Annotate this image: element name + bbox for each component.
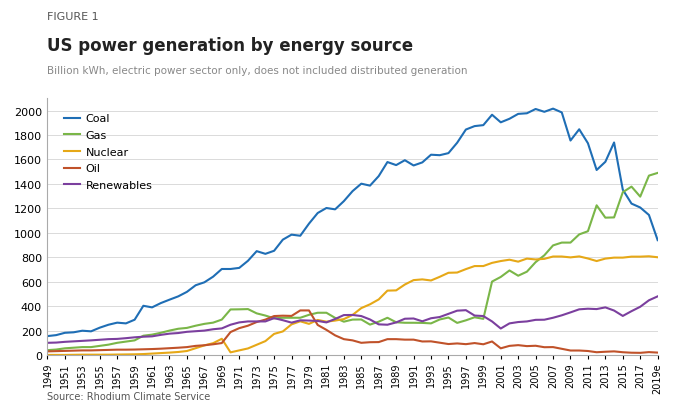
- Oil: [348, 338, 357, 343]
- Oil: [296, 308, 304, 313]
- Gas: [218, 317, 226, 322]
- Text: Billion kWh, electric power sector only, does not included distributed generatio: Billion kWh, electric power sector only,…: [47, 66, 468, 76]
- Oil: [627, 350, 635, 355]
- Line: Renewables: Renewables: [47, 297, 658, 343]
- Coal: [410, 164, 418, 169]
- Coal: [218, 267, 226, 272]
- Oil: [61, 349, 69, 354]
- Nuclear: [654, 255, 662, 260]
- Coal: [627, 202, 635, 206]
- Text: Source: Rhodium Climate Service: Source: Rhodium Climate Service: [47, 391, 211, 401]
- Oil: [131, 347, 139, 352]
- Nuclear: [505, 258, 513, 263]
- Nuclear: [619, 256, 627, 261]
- Renewables: [619, 314, 627, 319]
- Nuclear: [61, 353, 69, 358]
- Line: Coal: Coal: [47, 109, 658, 336]
- Renewables: [61, 339, 69, 344]
- Legend: Coal, Gas, Nuclear, Oil, Renewables: Coal, Gas, Nuclear, Oil, Renewables: [59, 110, 157, 195]
- Renewables: [270, 316, 278, 321]
- Gas: [410, 320, 418, 325]
- Oil: [636, 351, 644, 356]
- Coal: [340, 199, 348, 204]
- Oil: [43, 349, 52, 354]
- Gas: [654, 171, 662, 176]
- Nuclear: [43, 353, 52, 358]
- Text: US power generation by energy source: US power generation by energy source: [47, 37, 414, 55]
- Gas: [43, 348, 52, 353]
- Coal: [61, 330, 69, 335]
- Coal: [654, 238, 662, 243]
- Gas: [619, 190, 627, 195]
- Line: Oil: Oil: [47, 311, 658, 353]
- Oil: [418, 339, 426, 344]
- Nuclear: [340, 317, 348, 322]
- Renewables: [43, 340, 52, 345]
- Nuclear: [218, 337, 226, 342]
- Line: Nuclear: Nuclear: [47, 256, 658, 355]
- Gas: [61, 346, 69, 351]
- Renewables: [340, 313, 348, 318]
- Renewables: [410, 316, 418, 321]
- Gas: [270, 316, 278, 321]
- Renewables: [654, 294, 662, 299]
- Coal: [505, 117, 513, 122]
- Coal: [43, 334, 52, 339]
- Text: FIGURE 1: FIGURE 1: [47, 12, 99, 22]
- Gas: [340, 319, 348, 324]
- Renewables: [218, 326, 226, 331]
- Oil: [601, 349, 610, 354]
- Nuclear: [410, 278, 418, 283]
- Line: Gas: Gas: [47, 173, 658, 350]
- Oil: [654, 350, 662, 355]
- Nuclear: [645, 254, 653, 259]
- Coal: [549, 107, 557, 112]
